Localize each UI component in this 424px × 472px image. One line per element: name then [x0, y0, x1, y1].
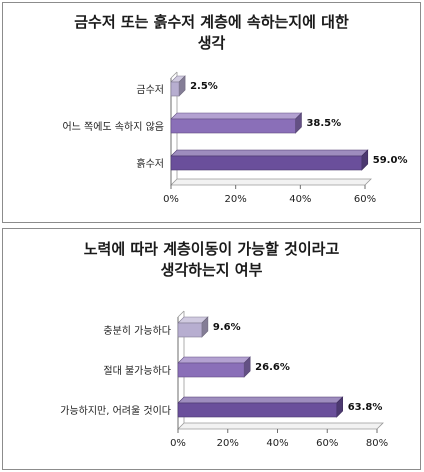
x-tick-label: 60%	[354, 194, 376, 205]
x-tick-label: 0%	[170, 438, 186, 449]
x-tick-label: 20%	[217, 438, 239, 449]
bar-2	[170, 112, 303, 134]
value-label: 9.6%	[213, 322, 241, 333]
x-tick-label: 80%	[366, 438, 388, 449]
chart-2-plot: 0% 20% 40% 60% 80% 충분히 가능하다 9.6% 절대 불가능하다 26.6% 가…	[60, 310, 388, 449]
x-tick-label: 40%	[266, 438, 288, 449]
x-tick-label: 60%	[316, 438, 338, 449]
chart-title: 노력에 따라 계층이동이 가능할 것이라고 생각하는지 여부	[3, 239, 420, 281]
value-label: 38.5%	[306, 118, 341, 129]
bar-2	[177, 356, 251, 378]
value-label: 26.6%	[255, 362, 290, 373]
category-label: 충분히 가능하다	[103, 324, 171, 337]
x-tick-label: 40%	[289, 194, 311, 205]
x-tick-label: 0%	[163, 194, 179, 205]
category-label: 어느 쪽에도 속하지 않음	[62, 120, 164, 133]
value-label: 59.0%	[373, 155, 408, 166]
bar-3	[177, 396, 344, 418]
chart-title-line-1: 금수저 또는 흙수저 계층에 속하는지에 대한	[74, 13, 349, 31]
category-label: 금수저	[136, 84, 164, 96]
chart-title-line-2: 생각	[197, 34, 226, 52]
chart-1-plot: 0% 20% 40% 60% 금수저 2.5% 어느 쪽에도 속하지 않음 38.5% 흙수저 5…	[62, 71, 408, 205]
chart-panel-1: 금수저 또는 흙수저 계층에 속하는지에 대한 생각 0% 20% 40% 60% 금수…	[2, 2, 421, 223]
chart-title-line-2: 생각하는지 여부	[160, 261, 263, 279]
bar-1	[177, 316, 209, 338]
value-label: 2.5%	[190, 81, 218, 92]
category-label: 흙수저	[136, 157, 164, 170]
chart-panel-2: 노력에 따라 계층이동이 가능할 것이라고 생각하는지 여부 0% 20% 40% 6…	[2, 228, 421, 470]
chart-title: 금수저 또는 흙수저 계층에 속하는지에 대한 생각	[3, 12, 420, 54]
bar-1	[170, 75, 186, 97]
category-label: 가능하지만, 어려울 것이다	[60, 404, 171, 417]
category-label: 절대 불가능하다	[103, 364, 171, 377]
bar-3	[170, 149, 369, 171]
x-tick-label: 20%	[225, 194, 247, 205]
chart-title-line-1: 노력에 따라 계층이동이 가능할 것이라고	[83, 240, 340, 258]
value-label: 63.8%	[348, 402, 383, 413]
